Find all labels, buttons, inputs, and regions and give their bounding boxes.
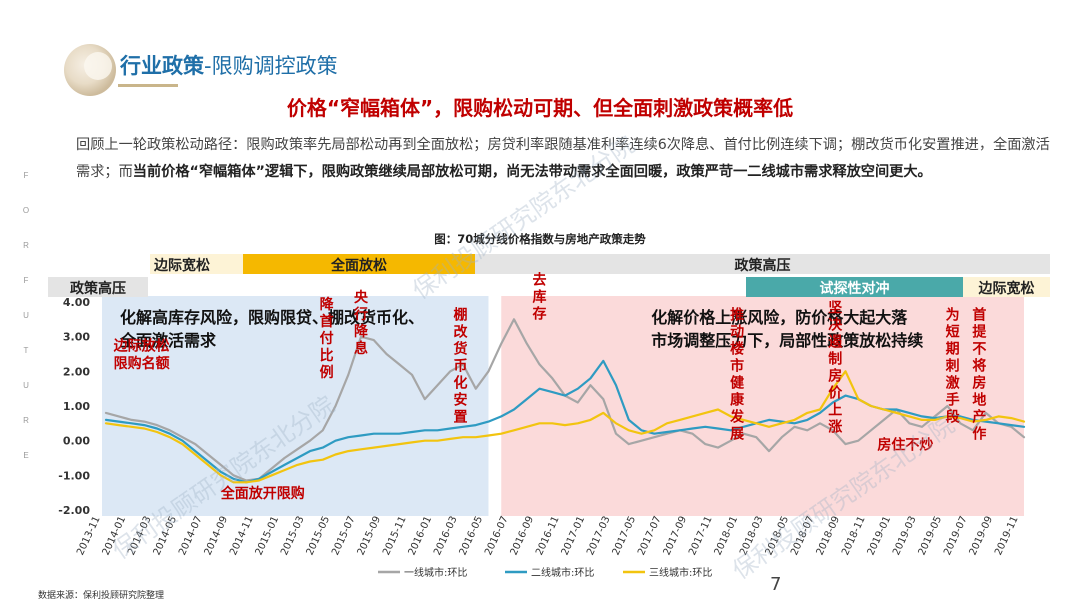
x-tick-label: 2017-03 (585, 515, 613, 558)
data-source: 数据来源：保利投顾研究院整理 (38, 591, 165, 601)
side-letter: T (23, 346, 29, 355)
policy-band-label: 边际宽松 (978, 280, 1035, 297)
chart-annotation: 坚决遏制房价上涨 (828, 300, 843, 435)
policy-band (963, 277, 1050, 297)
x-tick-label: 2016-01 (407, 515, 435, 558)
x-tick-label: 2014-11 (228, 515, 256, 558)
y-tick-label: 3.00 (63, 331, 90, 344)
x-tick-label: 2015-11 (381, 515, 409, 558)
x-tick-label: 2015-01 (254, 515, 282, 558)
region-caption: 市场调整压力下，局部性政策放松持续 (651, 331, 923, 350)
intro-paragraph: 回顾上一轮政策松动路径：限购政策率先局部松动再到全面放松；房贷利率跟随基准利率连… (76, 132, 1051, 186)
policy-band-label: 边际宽松 (153, 257, 210, 274)
x-tick-label: 2017-01 (560, 515, 588, 558)
legend-label: 三线城市:环比 (649, 566, 712, 579)
chart-annotation: 房住不炒 (877, 436, 933, 453)
policy-band (150, 254, 243, 274)
x-tick-label: 2017-07 (636, 515, 664, 558)
legend-label: 一线城市:环比 (404, 566, 467, 579)
y-tick-label: 1.00 (63, 400, 90, 413)
policy-band-label: 试探性对冲 (820, 280, 890, 297)
policy-region-blue (102, 296, 489, 516)
y-tick-label: -2.00 (58, 504, 90, 517)
header-underline (118, 84, 178, 87)
x-tick-label: 2017-09 (662, 515, 690, 558)
page-number: 7 (770, 574, 782, 595)
y-tick-label: -1.00 (58, 469, 90, 482)
policy-band-label: 全面放松 (330, 257, 387, 274)
logo-disc-icon (64, 44, 116, 96)
policy-band (475, 254, 1050, 274)
chart-title: 图：70城分线价格指数与房地产政策走势 (434, 232, 646, 246)
x-tick-label: 2018-01 (713, 515, 741, 558)
side-letter: O (22, 206, 30, 215)
x-tick-label: 2015-05 (305, 515, 333, 558)
chart-annotation: 边际放松 (113, 338, 170, 355)
x-tick-label: 2013-11 (75, 515, 103, 558)
chart-annotation: 全面放开限购 (220, 485, 305, 502)
y-tick-label: 4.00 (63, 296, 90, 309)
chart-annotation: 推动楼市健康发展 (729, 306, 745, 442)
x-tick-label: 2019-05 (917, 515, 945, 558)
region-caption: 全面激活需求 (119, 331, 217, 350)
policy-band-label: 政策高压 (735, 257, 791, 274)
main-title: 价格“窄幅箱体”，限购松动可期、但全面刺激政策概率低 (286, 96, 794, 120)
side-letter: U (23, 311, 29, 320)
region-caption: 化解价格上涨风险，防价格大起大落 (651, 308, 908, 327)
watermark: 保利投顾研究院东北分院 (407, 131, 639, 305)
x-tick-label: 2017-11 (687, 515, 715, 558)
x-tick-label: 2014-09 (203, 515, 231, 558)
side-letter: F (23, 276, 29, 285)
y-tick-label: 2.00 (63, 365, 90, 378)
series-line-3 (104, 370, 1026, 484)
side-letter: R (23, 416, 29, 425)
legend-label: 二线城市:环比 (531, 566, 594, 579)
policy-band (243, 254, 475, 274)
chart-annotation: 限购名额 (114, 355, 170, 372)
section-title: 行业政策-限购调控政策 (120, 50, 338, 80)
x-tick-label: 2019-07 (942, 515, 970, 558)
x-tick-label: 2015-07 (330, 515, 358, 558)
x-tick-label: 2015-03 (279, 515, 307, 558)
chart-annotation: 降首付比例 (320, 296, 335, 381)
x-tick-label: 2016-11 (534, 515, 562, 558)
policy-band-label: 政策高压 (70, 280, 126, 297)
x-tick-label: 2015-09 (356, 515, 384, 558)
region-caption: 化解高库存风险，限购限贷、棚改货币化、 (120, 308, 424, 327)
y-tick-label: 0.00 (63, 435, 90, 448)
side-letters: F O R F U T U R E (20, 172, 32, 487)
x-tick-label: 2017-05 (611, 515, 639, 558)
x-tick-label: 2016-09 (509, 515, 537, 558)
intro-paragraph-bold: 当前价格“窄幅箱体”逻辑下，限购政策继续局部放松可期，尚无法带动需求全面回暖，政… (132, 164, 932, 180)
intro-paragraph-text: 回顾上一轮政策松动路径：限购政策率先局部松动再到全面放松；房贷利率跟随基准利率连… (76, 137, 1050, 180)
chart-annotation: 去库存 (533, 272, 547, 323)
x-tick-label: 2016-03 (432, 515, 460, 558)
x-tick-label: 2018-11 (840, 515, 868, 558)
x-tick-label: 2019-01 (866, 515, 894, 558)
side-letter: U (23, 381, 29, 390)
section-title-main: 行业政策 (120, 54, 204, 78)
chart-annotation: 棚改货币化安置 (452, 306, 468, 425)
x-tick-label: 2019-09 (968, 515, 996, 558)
x-tick-label: 2019-03 (891, 515, 919, 558)
chart-annotation: 首提不将房地产作 (972, 306, 987, 442)
policy-band (746, 277, 963, 297)
policy-band (48, 277, 148, 297)
section-title-sub: 限购调控政策 (211, 54, 338, 78)
side-letter: R (23, 241, 29, 250)
side-letter: E (23, 451, 29, 460)
section-title-separator: - (204, 54, 212, 78)
chart-annotation: 为短期刺激手段 (946, 306, 960, 425)
chart-annotation: 央行降息 (353, 289, 369, 357)
x-tick-label: 2016-07 (483, 515, 511, 558)
x-tick-label: 2019-11 (993, 515, 1021, 558)
policy-region-pink (501, 296, 1024, 516)
x-tick-label: 2016-05 (458, 515, 486, 558)
side-letter: F (23, 171, 29, 180)
